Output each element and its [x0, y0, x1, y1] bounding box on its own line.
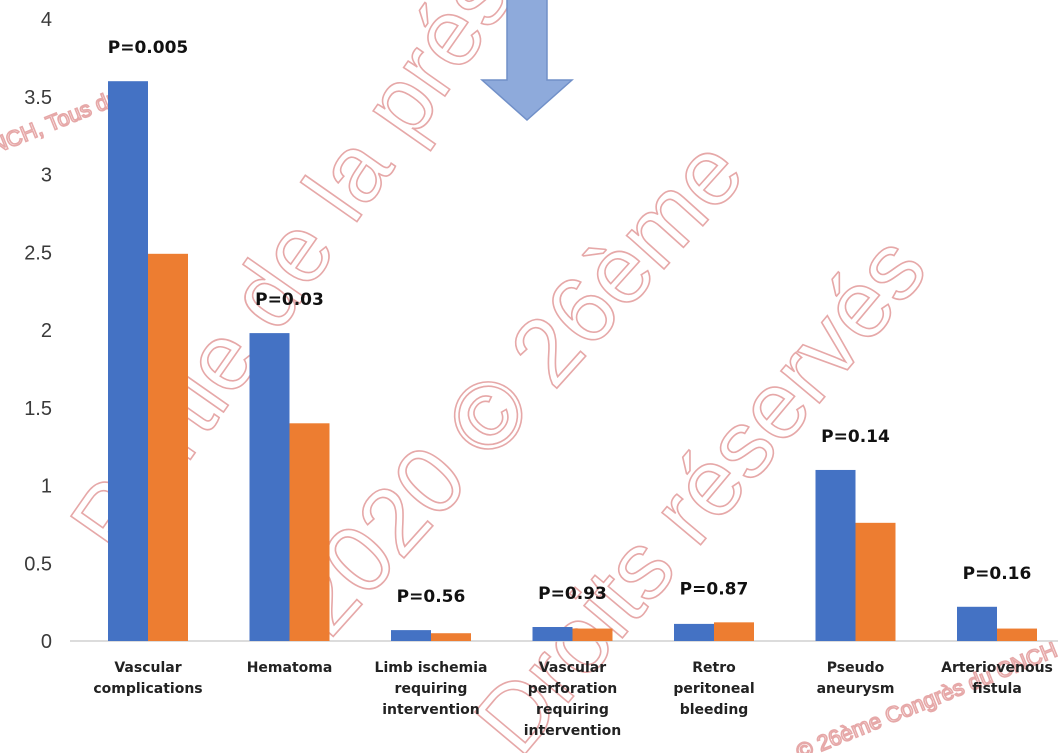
y-tick-label: 3.5 [24, 87, 52, 109]
x-category-label: Vascular perforation requiring intervention [524, 660, 622, 739]
down-arrow-icon [480, 0, 574, 122]
x-category-label-line: Retro [692, 660, 736, 676]
x-category-label-line: Hematoma [247, 660, 333, 676]
x-category-label-line: complications [93, 681, 202, 697]
y-tick-label: 3 [41, 165, 52, 187]
p-value-label: P=0.005 [108, 38, 188, 58]
x-category-label-line: Arteriovenous [941, 660, 1053, 676]
y-tick-label: 2.5 [24, 242, 52, 264]
bar-series-2 [431, 633, 471, 641]
x-category-label: Hematoma [247, 660, 333, 676]
y-tick-label: 1 [41, 476, 52, 498]
x-category-label-line: peritoneal [673, 681, 754, 697]
x-category-label: Limb ischemia requiring intervention [375, 660, 488, 718]
x-category-label-line: Vascular [114, 660, 181, 676]
bar-series-1 [815, 469, 856, 641]
y-tick-label: 0 [41, 631, 52, 653]
bar-series-1 [674, 623, 714, 641]
bar-series-2 [148, 253, 188, 641]
y-tick-label: 2 [41, 320, 52, 342]
x-category-label: Retro peritoneal bleeding [673, 660, 754, 718]
x-category-label-line: perforation [528, 681, 618, 697]
p-value-label: P=0.93 [538, 584, 607, 604]
p-value-label: P=0.14 [821, 427, 890, 447]
x-category-label-line: bleeding [680, 702, 749, 718]
bar-series-1 [957, 606, 997, 641]
x-category-label: Arteriovenous fistula [941, 660, 1053, 697]
x-category-label-line: requiring [536, 702, 609, 718]
p-value-label: P=0.87 [680, 579, 749, 599]
bar-series-2 [997, 628, 1037, 641]
x-category-label-line: Vascular [539, 660, 606, 676]
y-tick-label: 1.5 [24, 398, 52, 420]
bar-series-1 [108, 81, 148, 641]
p-value-label: P=0.16 [963, 564, 1032, 584]
p-value-label: P=0.56 [397, 587, 466, 607]
y-tick-label: 0.5 [24, 553, 52, 575]
bar-series-2 [714, 622, 754, 641]
x-category-label-line: Limb ischemia [375, 660, 488, 676]
x-category-label-line: intervention [524, 723, 622, 739]
x-category-label-line: Pseudo [827, 660, 885, 676]
bar-series-1 [391, 630, 431, 641]
bar-series-2 [855, 522, 896, 641]
bar-series-1 [249, 333, 290, 641]
x-category-label-line: fistula [972, 681, 1022, 697]
bar-series-2 [572, 628, 613, 641]
x-category-label-line: aneurysm [817, 681, 895, 697]
x-category-label: Vascular complications [93, 660, 202, 697]
y-tick-label: 4 [41, 9, 52, 31]
bar-series-1 [532, 627, 573, 641]
bar-series-2 [289, 423, 330, 641]
x-category-label-line: intervention [382, 702, 480, 718]
p-value-label: P=0.03 [255, 290, 324, 310]
x-category-label: Pseudo aneurysm [817, 660, 895, 697]
x-category-label-line: requiring [395, 681, 468, 697]
